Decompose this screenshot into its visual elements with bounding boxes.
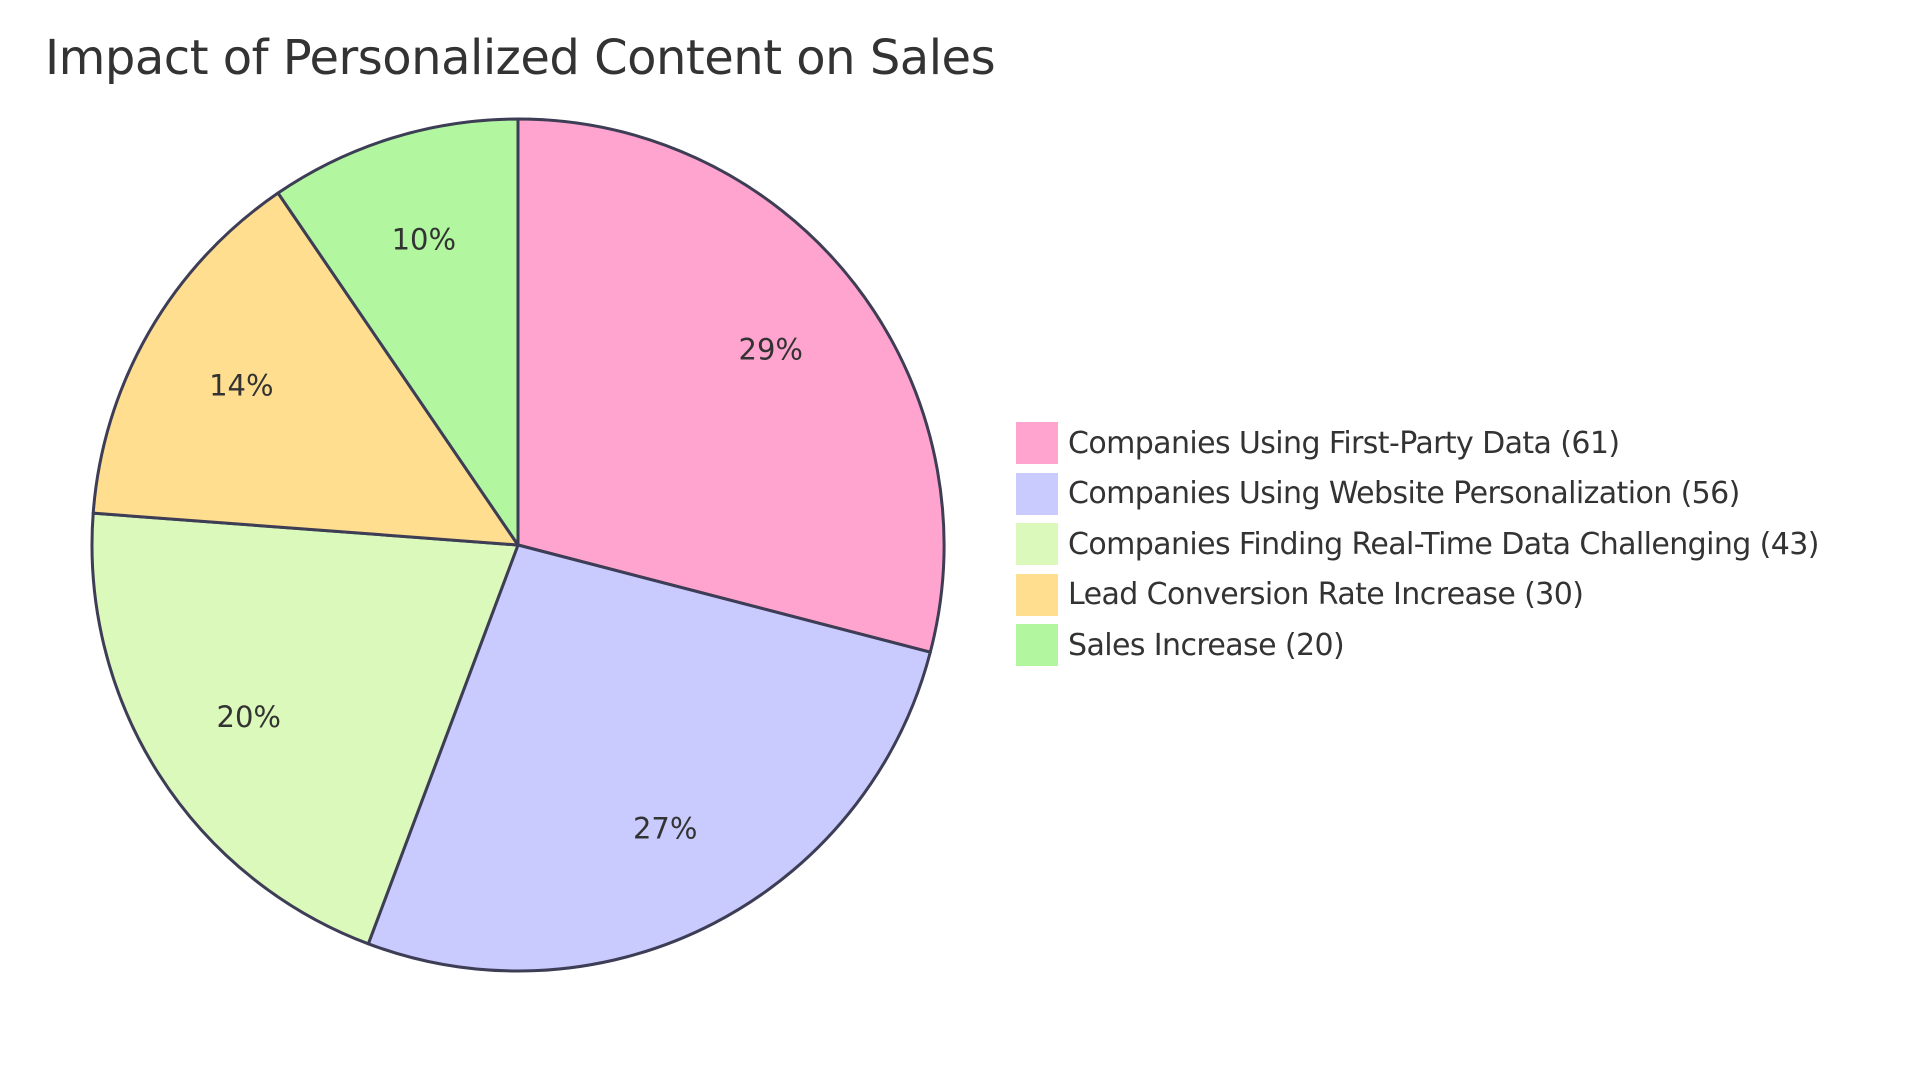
pie-percent-label: 29% <box>739 333 803 367</box>
legend-item: Companies Using Website Personalization … <box>1016 469 1819 520</box>
pie-percent-label: 10% <box>392 223 456 257</box>
legend-swatch <box>1016 472 1058 515</box>
legend-item: Companies Finding Real-Time Data Challen… <box>1016 519 1819 570</box>
pie-slices <box>90 117 946 973</box>
pie-percent-label: 14% <box>209 368 273 402</box>
legend-item: Companies Using First-Party Data (61) <box>1016 418 1819 469</box>
legend-swatch <box>1016 422 1058 465</box>
legend-label: Companies Using Website Personalization … <box>1068 476 1740 512</box>
legend: Companies Using First-Party Data (61) Com… <box>1016 418 1819 671</box>
legend-label: Companies Using First-Party Data (61) <box>1068 425 1620 461</box>
pie-percent-label: 20% <box>217 700 281 734</box>
legend-swatch <box>1016 573 1058 616</box>
legend-item: Sales Increase (20) <box>1016 620 1819 671</box>
legend-swatch <box>1016 523 1058 566</box>
pie-percent-labels: 29% 27% 20% 14% 10% <box>209 223 803 846</box>
pie-percent-label: 27% <box>633 812 697 846</box>
legend-label: Sales Increase (20) <box>1068 627 1345 663</box>
legend-swatch <box>1016 624 1058 667</box>
pie-slice-5 <box>276 117 520 547</box>
pie-slice-1 <box>516 117 946 654</box>
chart-title: Impact of Personalized Content on Sales <box>45 30 996 86</box>
legend-label: Lead Conversion Rate Increase (30) <box>1068 577 1584 613</box>
legend-item: Lead Conversion Rate Increase (30) <box>1016 570 1819 621</box>
pie-slice-2 <box>366 543 932 973</box>
legend-label: Companies Finding Real-Time Data Challen… <box>1068 526 1819 562</box>
pie-slice-3 <box>90 511 520 946</box>
pie-slice-4 <box>91 191 520 547</box>
